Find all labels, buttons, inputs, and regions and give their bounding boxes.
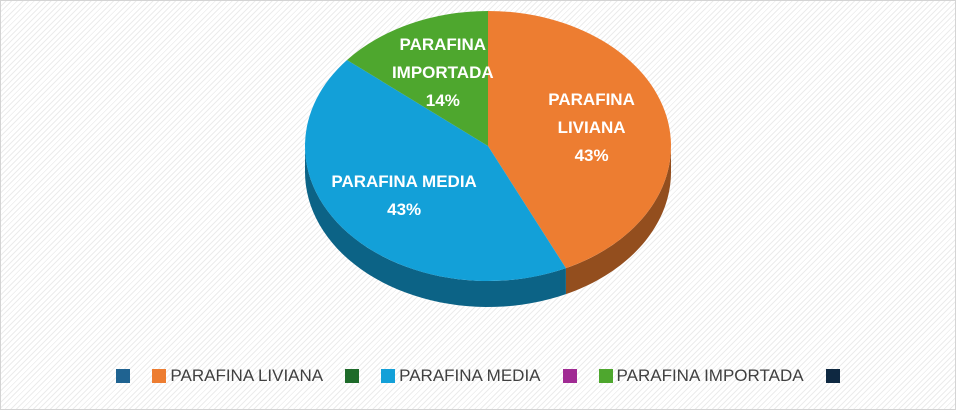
- slice: [488, 11, 671, 269]
- legend-swatch: [381, 369, 396, 383]
- legend-swatch: [562, 369, 577, 383]
- legend-label: PARAFINA MEDIA: [399, 366, 541, 385]
- data-label-category: PARAFINA MEDIA: [331, 171, 477, 191]
- data-label-value: 43%: [387, 199, 422, 219]
- legend-swatch: [116, 369, 131, 383]
- data-label-value: 14%: [425, 90, 460, 110]
- data-label-category: PARAFINA IMPORTADA: [391, 34, 494, 82]
- legend-label: PARAFINA IMPORTADA: [616, 366, 804, 385]
- data-label: PARAFINA IMPORTADA 14%: [378, 31, 508, 115]
- legend-item: PARAFINA MEDIA: [381, 366, 541, 386]
- legend-swatch: [825, 369, 840, 383]
- data-label-category: PARAFINA LIVIANA: [548, 90, 635, 138]
- legend-item: PARAFINA LIVIANA: [152, 366, 323, 386]
- legend-item: PARAFINA IMPORTADA: [598, 366, 804, 386]
- legend-label: PARAFINA LIVIANA: [170, 366, 324, 385]
- data-label: PARAFINA LIVIANA 43%: [527, 86, 657, 170]
- legend: PARAFINA LIVIANA PARAFINA MEDIA PARAFINA I…: [61, 363, 895, 389]
- data-label-value: 43%: [574, 146, 609, 166]
- slice-side: [565, 146, 671, 295]
- legend-item: [562, 369, 577, 383]
- legend-swatch: [152, 369, 167, 383]
- legend-swatch: [345, 369, 360, 383]
- data-label: PARAFINA MEDIA 43%: [304, 168, 504, 224]
- slice: [346, 11, 488, 146]
- legend-swatch: [598, 369, 613, 383]
- legend-item: [116, 369, 131, 383]
- slice: [305, 59, 566, 281]
- legend-item: [825, 369, 840, 383]
- legend-item: [345, 369, 360, 383]
- slice-side: [305, 146, 566, 307]
